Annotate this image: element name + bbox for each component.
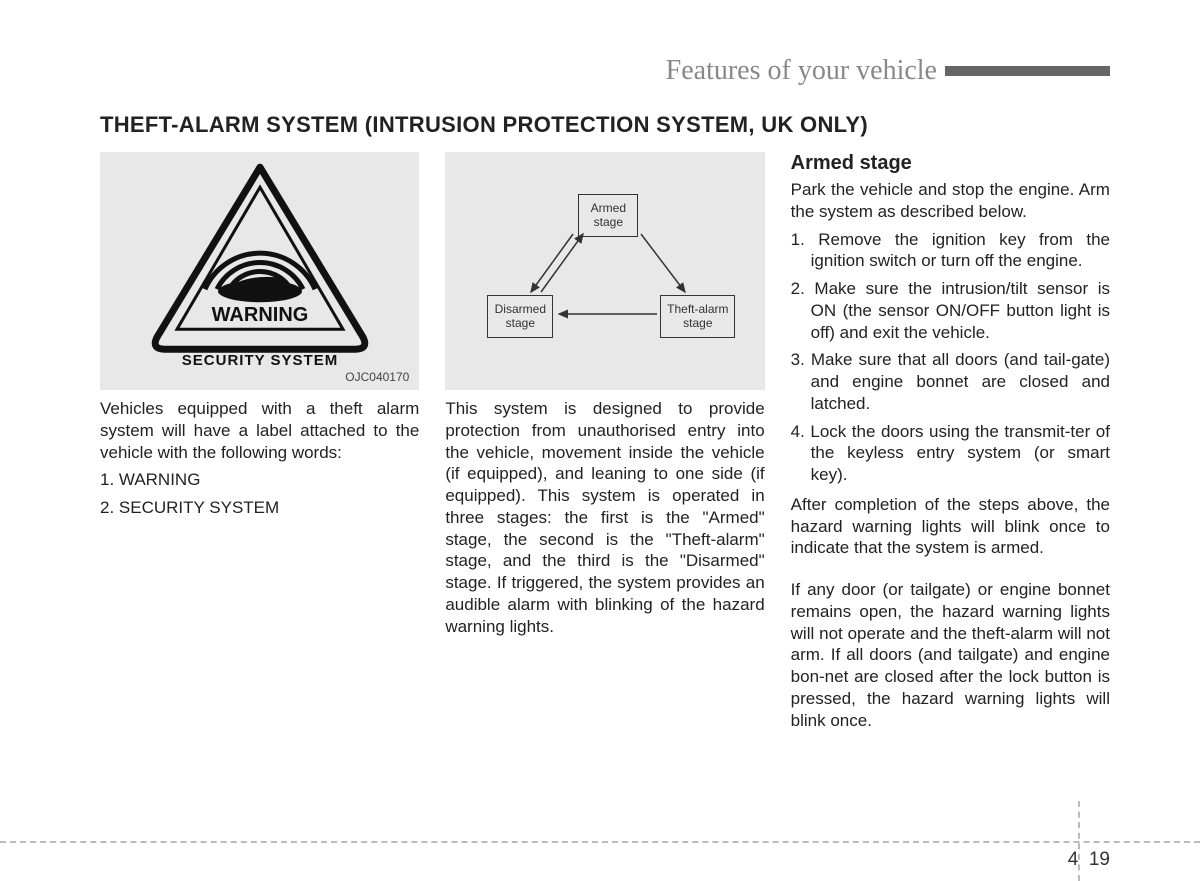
- column-1: WARNING SECURITY SYSTEM OJC040170 Vehicl…: [100, 152, 419, 731]
- warning-text: WARNING: [211, 304, 308, 326]
- page-header: Features of your vehicle: [100, 55, 1110, 87]
- figure-code: OJC040170: [345, 370, 409, 384]
- warning-triangle-icon: WARNING SECURITY SYSTEM: [145, 159, 375, 374]
- page-footer: 4 19: [0, 841, 1200, 843]
- col3-para1: Park the vehicle and stop the engine. Ar…: [791, 179, 1110, 223]
- col3-step2: 2. Make sure the intrusion/tilt sensor i…: [791, 278, 1110, 343]
- col3-para2: After completion of the steps above, the…: [791, 494, 1110, 559]
- col1-item1: 1. WARNING: [100, 469, 419, 491]
- col3-step3: 3. Make sure that all doors (and tail-ga…: [791, 349, 1110, 414]
- column-2: Armedstage Disarmedstage Theft-alarmstag…: [445, 152, 764, 731]
- col3-step4: 4. Lock the doors using the transmit-ter…: [791, 421, 1110, 486]
- security-system-text: SECURITY SYSTEM: [181, 352, 337, 369]
- header-rule: [945, 66, 1110, 76]
- header-title: Features of your vehicle: [666, 55, 937, 87]
- col3-step1: 1. Remove the ignition key from the igni…: [791, 229, 1110, 273]
- stage-diagram-figure: Armedstage Disarmedstage Theft-alarmstag…: [445, 152, 764, 390]
- armed-stage-heading: Armed stage: [791, 152, 1110, 175]
- warning-label-figure: WARNING SECURITY SYSTEM OJC040170: [100, 152, 419, 390]
- chapter-number: 4: [1068, 849, 1079, 870]
- column-3: Armed stage Park the vehicle and stop th…: [791, 152, 1110, 731]
- content-columns: WARNING SECURITY SYSTEM OJC040170 Vehicl…: [100, 152, 1110, 731]
- col1-para1: Vehicles equipped with a theft alarm sys…: [100, 398, 419, 463]
- col2-para1: This system is designed to provide prote…: [445, 398, 764, 637]
- page-number: 4 19: [1068, 849, 1110, 871]
- col1-item2: 2. SECURITY SYSTEM: [100, 497, 419, 519]
- diagram-arrows: [445, 152, 764, 390]
- manual-page: Features of your vehicle THEFT-ALARM SYS…: [0, 0, 1200, 731]
- footer-dashed-line: [0, 841, 1200, 843]
- page-number-value: 19: [1089, 849, 1110, 870]
- col3-para3: If any door (or tailgate) or engine bonn…: [791, 579, 1110, 731]
- section-title: THEFT-ALARM SYSTEM (INTRUSION PROTECTION…: [100, 112, 1110, 138]
